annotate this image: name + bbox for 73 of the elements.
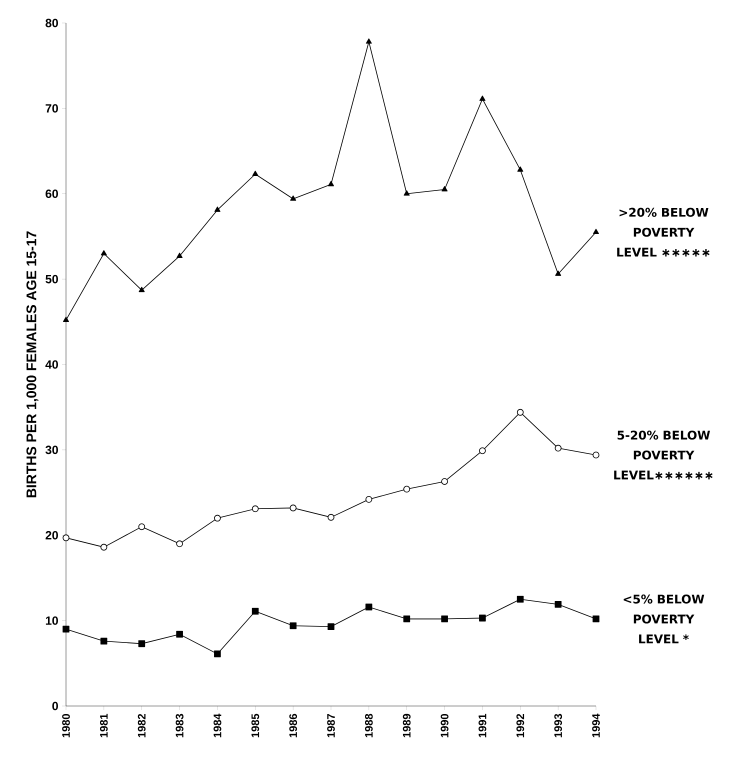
point: [328, 180, 334, 186]
point: [479, 614, 486, 622]
point: [252, 608, 259, 615]
x-tick-label: 1984: [214, 714, 222, 738]
point: [100, 638, 108, 644]
series-label: >20% BELOW POVERTY LEVEL ∗∗∗∗∗: [617, 208, 710, 257]
point: [554, 444, 562, 452]
point: [252, 170, 258, 176]
point: [403, 486, 410, 493]
point: [100, 544, 108, 551]
point: [592, 616, 600, 622]
y-tick-label: 40: [45, 360, 58, 369]
point: [555, 270, 562, 276]
point: [290, 622, 297, 630]
y-tick-label: 30: [45, 446, 58, 454]
y-tick-label: 60: [46, 190, 58, 198]
point: [328, 623, 334, 630]
point: [138, 640, 146, 648]
x-tick-label: 1990: [440, 714, 448, 738]
point: [290, 504, 297, 512]
y-tick-label: 20: [46, 531, 58, 540]
point: [176, 252, 183, 258]
y-tick-label: 80: [46, 18, 58, 28]
point: [592, 452, 600, 458]
point: [516, 596, 524, 603]
text: <5% BELOW POVERTY LEVEL *: [624, 594, 704, 644]
point: [366, 38, 372, 44]
point: [214, 650, 221, 658]
x-tick-label: 1985: [251, 714, 260, 738]
point: [517, 166, 524, 172]
x-tick-label: 1992: [516, 714, 524, 738]
point: [62, 534, 70, 542]
x-tick-label: 1991: [478, 714, 486, 738]
point: [328, 514, 334, 521]
point: [62, 626, 70, 633]
x-tick-label: 1993: [554, 714, 562, 738]
x-tick-label: 1986: [289, 714, 298, 738]
x-tick-label: 1988: [364, 714, 373, 738]
point: [100, 250, 107, 256]
x-tick-label: 1987: [327, 714, 335, 738]
x-tick-label: 1981: [100, 714, 108, 738]
x-tick-label: 1994: [592, 714, 600, 738]
point: [441, 478, 448, 485]
point: [441, 616, 448, 622]
y-tick-label: 50: [46, 274, 58, 284]
point: [138, 286, 145, 292]
point: [290, 195, 296, 201]
point: [403, 616, 410, 622]
x-tick-label: 1982: [138, 714, 146, 738]
point: [479, 447, 486, 454]
x-tick-label: 1989: [402, 714, 411, 738]
y-axis-title: BIRTHS PER 1,000 FEMALES AGE 15-17: [26, 231, 38, 498]
point: [252, 505, 259, 512]
y-tick-label: 70: [46, 104, 58, 113]
point: [214, 514, 221, 522]
y-tick-label: 10: [46, 616, 58, 625]
y-tick-label: 0: [52, 702, 58, 710]
x-tick-label: 1980: [62, 714, 70, 738]
point: [365, 496, 372, 503]
point: [214, 206, 220, 212]
point: [554, 601, 562, 608]
point: [442, 186, 448, 192]
point: [176, 630, 183, 638]
point: [138, 523, 146, 530]
series-label: 5-20% BELOW POVERTY LEVEL∗∗∗∗∗∗: [614, 430, 713, 480]
point: [593, 228, 599, 234]
x-tick-label: 1983: [176, 714, 184, 738]
point: [365, 604, 372, 610]
point: [404, 190, 410, 196]
point: [63, 316, 69, 322]
point: [479, 96, 486, 101]
point: [176, 540, 183, 548]
point: [516, 408, 524, 416]
